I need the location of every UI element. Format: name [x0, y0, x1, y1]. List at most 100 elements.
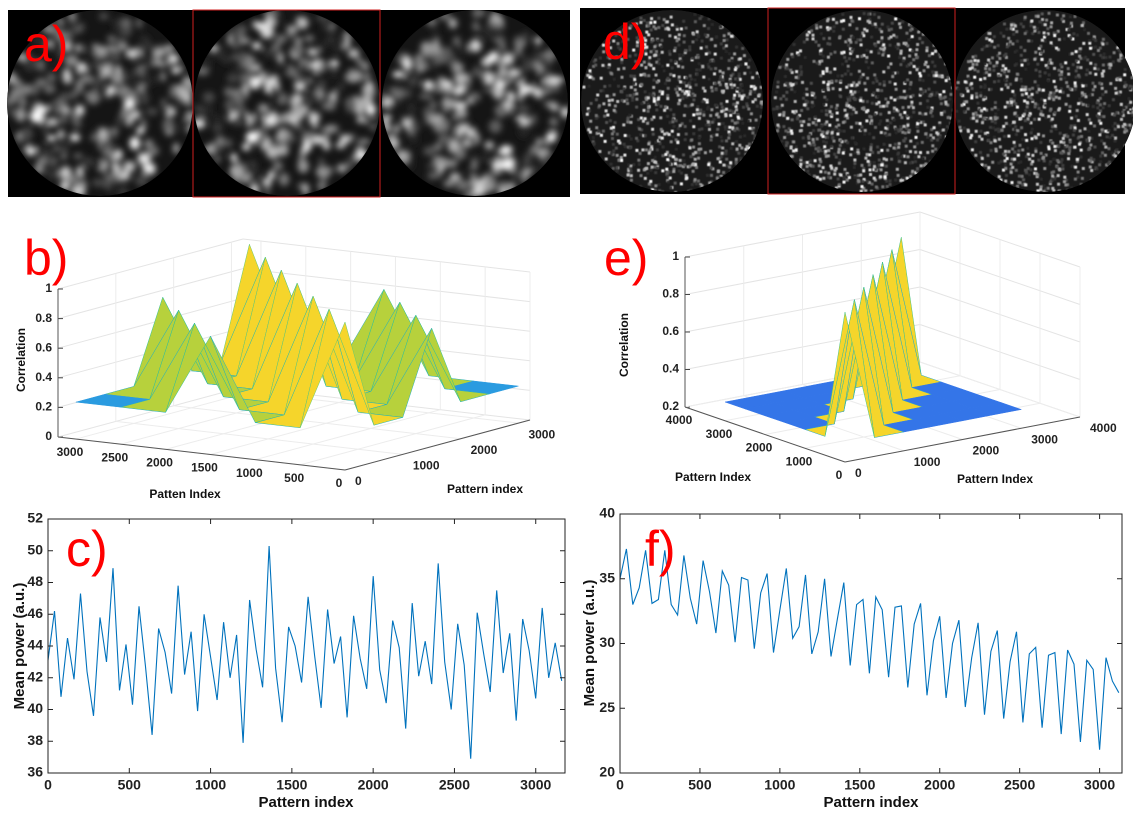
speckle: [136, 128, 144, 135]
speckle: [998, 57, 1001, 60]
speckle: [841, 74, 844, 77]
z-tick-label: 0.8: [662, 287, 679, 301]
speckle: [973, 76, 976, 79]
speckle: [827, 56, 830, 59]
speckle: [309, 94, 320, 106]
speckle: [664, 82, 667, 85]
speckle: [861, 185, 864, 188]
speckle: [509, 69, 519, 75]
speckle: [1021, 85, 1024, 88]
speckle: [660, 105, 663, 108]
speckle: [666, 20, 669, 23]
speckle: [303, 140, 312, 151]
speckle: [813, 60, 816, 63]
speckle: [290, 44, 304, 56]
speckle: [1021, 175, 1024, 178]
speckle: [651, 128, 654, 131]
speckle: [36, 145, 48, 153]
speckle: [843, 130, 846, 133]
data-line: [48, 546, 562, 759]
speckle: [1120, 118, 1123, 121]
speckle: [430, 172, 443, 179]
speckle: [443, 180, 455, 187]
speckle: [901, 155, 904, 158]
speckle: [787, 133, 790, 136]
speckle: [515, 48, 523, 57]
speckle: [721, 152, 724, 155]
speckle: [897, 174, 900, 177]
speckle: [703, 24, 706, 27]
speckle: [1078, 55, 1081, 58]
speckle: [886, 125, 889, 128]
speckle: [714, 44, 717, 47]
speckle: [831, 131, 834, 134]
speckle: [708, 51, 711, 54]
speckle: [822, 140, 825, 143]
x-axis-label: Pattern index: [258, 794, 354, 811]
speckle: [897, 97, 900, 100]
speckle: [674, 36, 677, 39]
speckle: [1062, 91, 1065, 94]
speckle: [654, 156, 657, 159]
speckle: [994, 148, 997, 151]
speckle: [945, 79, 948, 82]
speckle: [1028, 109, 1031, 112]
speckle: [906, 65, 909, 68]
speckle: [997, 74, 1000, 77]
speckle: [1064, 184, 1067, 187]
speckle: [1024, 16, 1027, 19]
speckle: [1082, 167, 1085, 170]
speckle: [1097, 68, 1100, 71]
speckle: [907, 106, 910, 109]
speckle: [241, 119, 250, 126]
speckle: [673, 74, 676, 77]
speckle: [1059, 78, 1062, 81]
speckle: [641, 148, 644, 151]
speckle: [901, 96, 904, 99]
speckle: [826, 19, 829, 22]
speckle: [779, 97, 782, 100]
speckle: [1102, 106, 1105, 109]
speckle: [803, 41, 806, 44]
speckle: [152, 51, 165, 57]
speckle: [612, 143, 615, 146]
speckle: [1064, 61, 1067, 64]
speckle: [674, 47, 677, 50]
speckle: [462, 79, 470, 91]
speckle: [643, 109, 646, 112]
y-tick-label: 1000: [914, 455, 941, 469]
speckle: [791, 110, 794, 113]
speckle: [635, 92, 638, 95]
speckle: [473, 8, 479, 18]
speckle: [1022, 25, 1025, 28]
speckle: [146, 139, 152, 150]
speckle: [745, 63, 748, 66]
speckle: [1020, 126, 1023, 129]
speckle: [1067, 67, 1070, 70]
speckle: [690, 95, 693, 98]
x-tick-label: 4000: [666, 413, 693, 427]
speckle: [987, 154, 990, 157]
speckle: [456, 184, 463, 191]
speckle: [861, 32, 864, 35]
speckle: [802, 136, 805, 139]
speckle: [681, 97, 684, 100]
speckle: [452, 62, 463, 72]
speckle: [1051, 118, 1054, 121]
speckle: [602, 130, 605, 133]
speckle: [746, 105, 749, 108]
speckle: [881, 36, 884, 39]
speckle: [824, 150, 827, 153]
speckle: [1076, 66, 1079, 69]
speckle: [661, 51, 664, 54]
speckle: [820, 125, 823, 128]
speckle: [617, 85, 620, 88]
speckle: [819, 170, 822, 173]
speckle: [726, 38, 729, 41]
speckle: [104, 172, 116, 183]
speckle: [462, 139, 470, 147]
speckle: [812, 165, 815, 168]
speckle: [658, 136, 661, 139]
speckle: [654, 171, 657, 174]
speckle: [1065, 81, 1068, 84]
